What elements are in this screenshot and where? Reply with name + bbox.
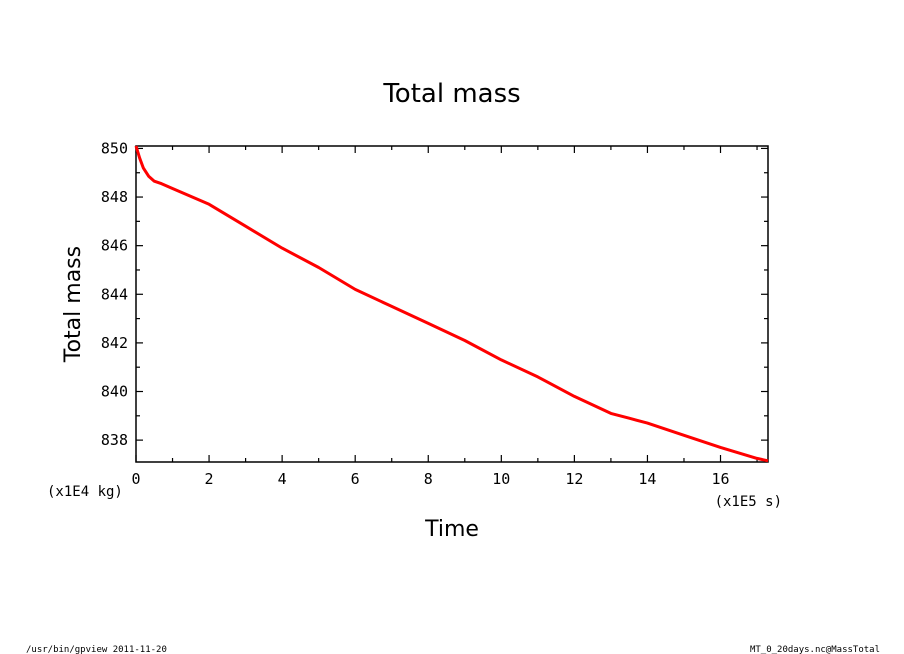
y-tick-label: 848 bbox=[101, 188, 128, 206]
footer-source-variable: MT_0_20days.nc@MassTotal bbox=[750, 645, 880, 654]
y-tick-label: 842 bbox=[101, 334, 128, 352]
x-tick-label: 0 bbox=[131, 470, 140, 488]
series-line bbox=[134, 145, 769, 463]
x-tick-label: 6 bbox=[351, 470, 360, 488]
footer-program-date: /usr/bin/gpview 2011-11-20 bbox=[26, 645, 167, 654]
y-axis-ticks: 838 840 842 844 846 848 850 bbox=[101, 139, 768, 449]
x-axis-label: Time bbox=[424, 517, 479, 542]
y-tick-label: 846 bbox=[101, 237, 128, 255]
x-tick-label: 16 bbox=[711, 470, 729, 488]
x-tick-label: 4 bbox=[278, 470, 287, 488]
x-unit-label: (x1E5 s) bbox=[715, 494, 782, 510]
x-tick-label: 2 bbox=[205, 470, 214, 488]
y-unit-label: (x1E4 kg) bbox=[47, 484, 123, 500]
x-tick-label: 12 bbox=[565, 470, 583, 488]
x-axis-ticks: 0 2 4 6 8 10 12 14 16 bbox=[131, 146, 758, 488]
x-tick-label: 14 bbox=[638, 470, 656, 488]
y-tick-label: 850 bbox=[101, 139, 128, 157]
chart-title: Total mass bbox=[382, 79, 520, 109]
y-tick-label: 844 bbox=[101, 285, 128, 303]
y-tick-label: 838 bbox=[101, 431, 128, 449]
y-tick-label: 840 bbox=[101, 383, 128, 401]
x-tick-label: 10 bbox=[492, 470, 510, 488]
y-axis-label: Total mass bbox=[61, 246, 86, 363]
plot-frame bbox=[135, 145, 769, 463]
x-tick-label: 8 bbox=[424, 470, 433, 488]
